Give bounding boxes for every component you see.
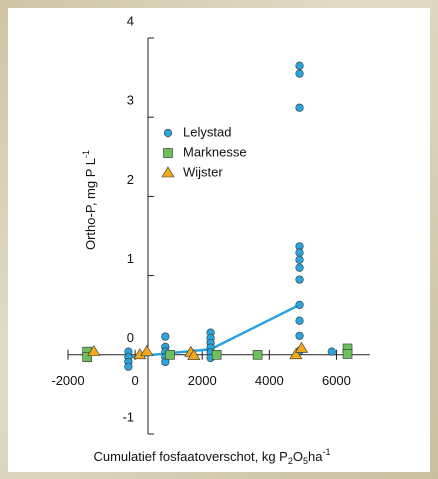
- y-tick-label: 4: [127, 13, 134, 28]
- panel: [8, 8, 430, 472]
- marker-square: [165, 349, 175, 360]
- marker-circle: [295, 263, 304, 272]
- x-tick-label: 4000: [255, 373, 284, 388]
- x-tick-label: 0: [131, 373, 138, 388]
- marker-triangle: [140, 345, 154, 356]
- marker-circle: [295, 275, 304, 284]
- y-axis-label: Ortho-P, mg P L-1: [81, 150, 98, 250]
- marker-triangle: [289, 348, 303, 360]
- marker-circle: [295, 69, 304, 78]
- marker-triangle: [295, 341, 309, 353]
- marker-square: [252, 349, 263, 360]
- y-tick-label: -1: [122, 409, 134, 424]
- y-tick-label: 3: [127, 93, 134, 108]
- marker-circle: [295, 103, 304, 112]
- marker-circle: [295, 316, 304, 325]
- marker-square: [82, 352, 92, 362]
- marker-triangle: [161, 166, 175, 178]
- marker-circle: [295, 255, 304, 264]
- marker-triangle: [87, 345, 101, 356]
- marker-circle: [295, 61, 304, 70]
- marker-circle: [295, 248, 304, 257]
- x-tick-label: 6000: [322, 373, 351, 388]
- legend-label: Lelystad: [183, 124, 231, 139]
- x-tick-label: -2000: [51, 373, 84, 388]
- marker-triangle: [187, 349, 201, 360]
- y-tick-label: 2: [127, 172, 134, 187]
- marker-square: [342, 349, 353, 359]
- marker-circle: [295, 300, 304, 310]
- marker-circle: [124, 362, 133, 371]
- y-tick-label: 0: [127, 330, 134, 345]
- x-axis-label: Cumulatief fosfaatoverschot, kg P2O5ha-1: [93, 447, 330, 466]
- legend-label: Wijster: [183, 164, 223, 179]
- marker-square: [211, 349, 222, 360]
- x-tick-label: 2000: [188, 373, 217, 388]
- legend-label: Marknesse: [183, 144, 247, 159]
- marker-square: [163, 148, 173, 158]
- y-tick-label: 1: [127, 251, 134, 266]
- marker-circle: [161, 332, 170, 341]
- marker-circle: [163, 128, 173, 138]
- marker-circle: [327, 347, 336, 356]
- marker-circle: [295, 331, 304, 340]
